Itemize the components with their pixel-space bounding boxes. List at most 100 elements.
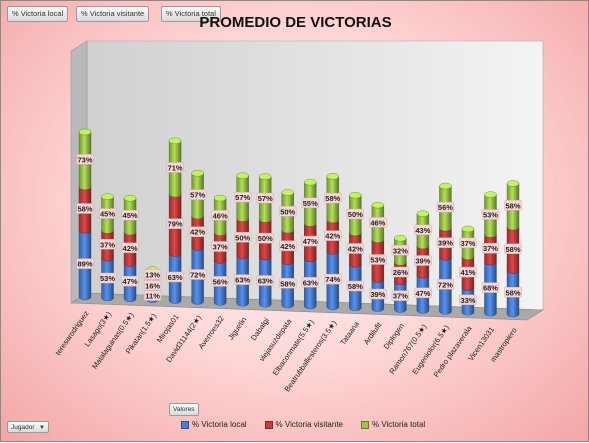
column [416, 210, 430, 314]
data-label: 42% [121, 242, 139, 254]
data-label: 42% [188, 226, 207, 237]
svg-text:37%: 37% [100, 240, 115, 249]
category-label: Elbaconmate(5.5★) [271, 318, 316, 378]
svg-text:63%: 63% [168, 273, 183, 282]
svg-text:58%: 58% [325, 194, 340, 203]
legend: % Victoria local % Victoria visitante % Vi… [181, 420, 425, 429]
axis-field-dropdown[interactable]: Jugador ▼ [7, 421, 49, 433]
column [213, 194, 227, 306]
bar-segment-top [213, 194, 227, 202]
data-label: 56% [436, 201, 455, 213]
svg-text:63%: 63% [235, 276, 250, 285]
data-label: 42% [324, 230, 342, 241]
svg-text:41%: 41% [460, 268, 475, 277]
svg-text:42%: 42% [280, 242, 295, 251]
data-label: 63% [166, 271, 184, 283]
data-label: 63% [301, 277, 319, 288]
data-label: 32% [391, 245, 410, 256]
data-label: 50% [346, 208, 364, 220]
data-label: 45% [98, 208, 117, 219]
values-field-button[interactable]: Valores [169, 403, 199, 416]
svg-text:72%: 72% [438, 280, 453, 289]
svg-text:50%: 50% [235, 233, 250, 242]
bar-segment-top [78, 128, 92, 136]
svg-text:58%: 58% [505, 245, 520, 254]
data-label: 89% [76, 258, 94, 269]
bar-segment-top [236, 172, 249, 179]
svg-text:47%: 47% [303, 237, 318, 246]
data-label: 47% [121, 275, 139, 287]
svg-text:53%: 53% [370, 256, 385, 265]
bar-segment-top [259, 173, 272, 180]
legend-label: % Victoria total [371, 420, 426, 429]
data-label: 46% [369, 217, 387, 228]
svg-text:43%: 43% [415, 226, 430, 235]
bar-segment-top [461, 225, 475, 233]
svg-text:74%: 74% [325, 275, 340, 284]
column [484, 191, 497, 317]
legend-swatch [360, 420, 369, 429]
svg-text:42%: 42% [123, 244, 138, 253]
data-label: 46% [211, 210, 229, 221]
data-label: 57% [234, 191, 252, 203]
svg-text:53%: 53% [100, 274, 115, 283]
data-label: 50% [234, 232, 252, 243]
svg-text:57%: 57% [235, 193, 250, 202]
category-label: Diplogen [382, 322, 406, 351]
svg-text:45%: 45% [123, 211, 138, 220]
legend-label: % Victoria local [192, 420, 247, 429]
svg-text:37%: 37% [393, 292, 408, 301]
svg-text:89%: 89% [77, 260, 92, 269]
field-button-victoria-local[interactable]: % Victoria local [7, 6, 69, 22]
legend-item: % Victoria visitante [264, 420, 343, 429]
svg-text:73%: 73% [77, 155, 92, 164]
category-label: Ardilufit [362, 320, 384, 346]
field-button-victoria-total[interactable]: % Victoria total [161, 6, 221, 22]
data-label: 26% [391, 266, 410, 278]
svg-text:39%: 39% [438, 239, 453, 248]
svg-text:47%: 47% [415, 289, 430, 298]
data-label: 63% [234, 274, 252, 285]
data-label: 58% [504, 200, 522, 211]
svg-text:32%: 32% [393, 246, 408, 255]
data-label: 73% [76, 154, 94, 165]
field-button-victoria-visitante[interactable]: % Victoria visitante [76, 6, 150, 22]
bar-segment-top [123, 195, 137, 202]
data-label: 58% [504, 287, 522, 298]
chart-title: PROMEDIO DE VICTORIAS [199, 14, 392, 31]
svg-text:37%: 37% [213, 242, 228, 251]
bar-segment-top [191, 170, 204, 177]
data-label: 42% [346, 243, 364, 254]
svg-text:58%: 58% [77, 205, 92, 214]
data-label: 58% [324, 192, 342, 204]
data-label: 68% [481, 282, 500, 293]
data-label: 39% [436, 237, 455, 248]
data-label: 53% [98, 272, 117, 284]
svg-text:39%: 39% [415, 257, 430, 266]
svg-text:71%: 71% [168, 163, 183, 172]
bar-segment-top [506, 180, 520, 187]
legend-label: % Victoria visitante [275, 420, 343, 429]
bar-segment-top [371, 201, 385, 209]
data-label: 43% [414, 224, 432, 236]
bar-segment-top [394, 235, 407, 242]
legend-swatch [181, 420, 189, 429]
data-label: 39% [369, 288, 387, 300]
data-label: 72% [188, 269, 207, 280]
svg-text:50%: 50% [258, 234, 273, 243]
bar-segment-top [326, 173, 339, 180]
data-label: 13% [143, 269, 162, 280]
legend-item: % Victoria total [360, 420, 426, 429]
svg-text:13%: 13% [145, 271, 160, 280]
svg-text:37%: 37% [483, 244, 498, 253]
svg-text:42%: 42% [190, 228, 205, 237]
category-label: Tataana [338, 319, 361, 347]
data-label: 57% [188, 189, 207, 200]
svg-text:56%: 56% [438, 203, 453, 212]
svg-text:79%: 79% [168, 220, 183, 229]
svg-text:58%: 58% [348, 282, 363, 291]
svg-text:55%: 55% [303, 199, 318, 208]
svg-text:46%: 46% [213, 211, 228, 220]
data-label: 33% [459, 294, 477, 306]
svg-text:16%: 16% [145, 281, 160, 290]
